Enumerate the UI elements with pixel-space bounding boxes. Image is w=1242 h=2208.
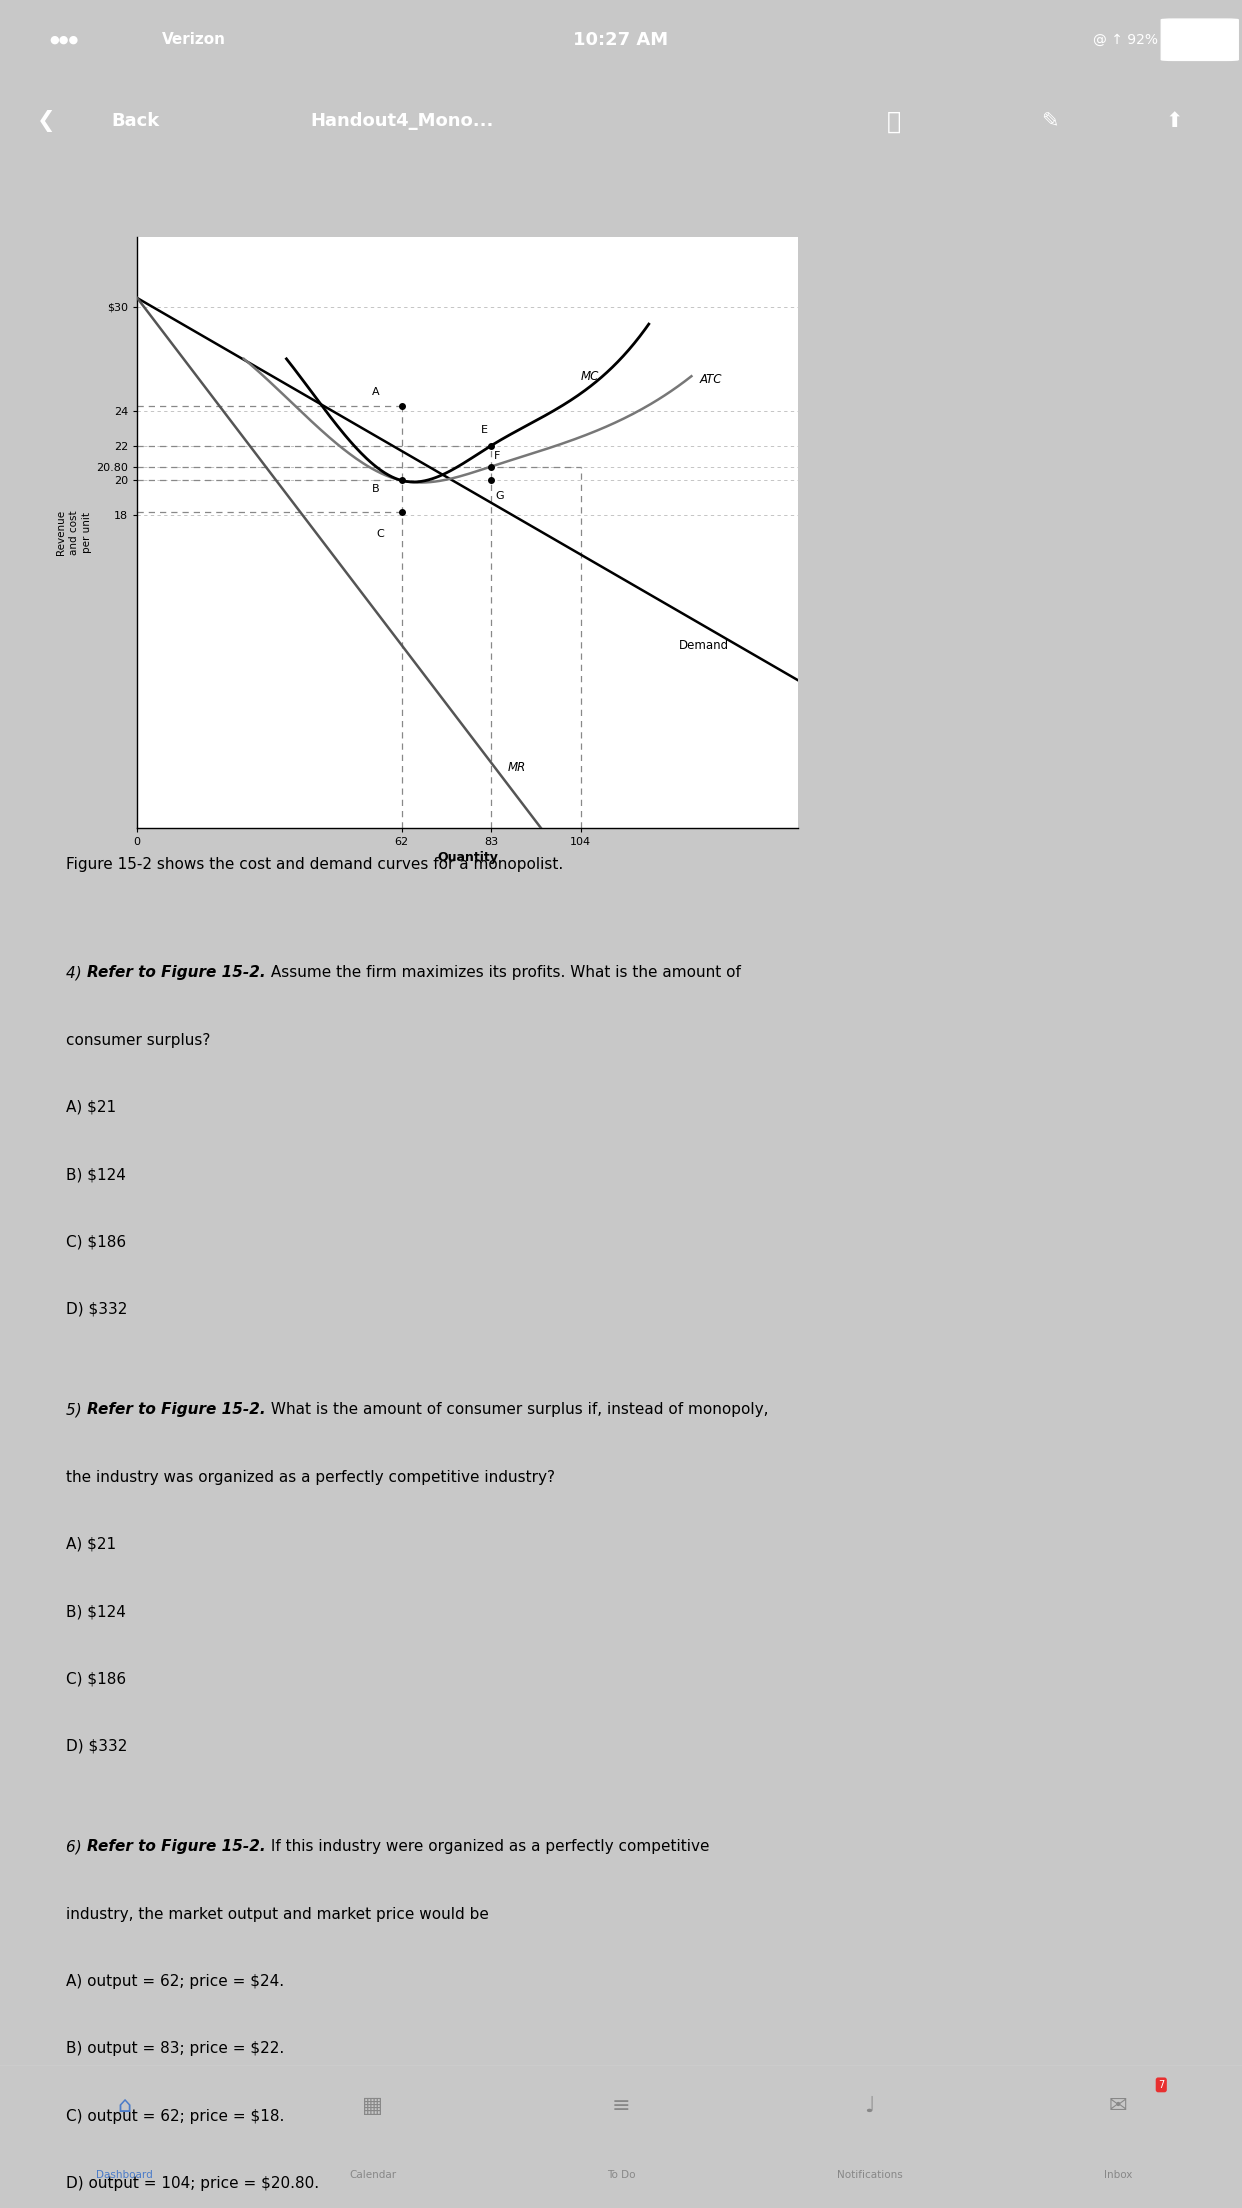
Text: B) $124: B) $124 bbox=[67, 1605, 127, 1618]
Text: ✉: ✉ bbox=[1109, 2095, 1126, 2115]
Bar bbox=[1226, 29, 1233, 49]
Text: D) output = 104; price = $20.80.: D) output = 104; price = $20.80. bbox=[67, 2177, 319, 2190]
Text: G: G bbox=[496, 490, 504, 501]
Text: B) $124: B) $124 bbox=[67, 1168, 127, 1181]
Text: 10:27 AM: 10:27 AM bbox=[574, 31, 668, 49]
Text: ●●●: ●●● bbox=[50, 35, 79, 44]
Text: Verizon: Verizon bbox=[161, 33, 226, 46]
Text: D) $332: D) $332 bbox=[67, 1740, 128, 1753]
Text: @ ↑ 92%: @ ↑ 92% bbox=[1093, 33, 1158, 46]
Text: Dashboard: Dashboard bbox=[96, 2170, 153, 2179]
Text: Notifications: Notifications bbox=[837, 2170, 902, 2179]
Text: 5): 5) bbox=[67, 1402, 87, 1418]
Text: D) $332: D) $332 bbox=[67, 1303, 128, 1316]
Text: ATC: ATC bbox=[700, 373, 723, 386]
Text: A) $21: A) $21 bbox=[67, 1537, 117, 1552]
Text: 7: 7 bbox=[1158, 2080, 1165, 2091]
Text: Figure 15-2 shows the cost and demand curves for a monopolist.: Figure 15-2 shows the cost and demand cu… bbox=[67, 857, 564, 872]
Text: C: C bbox=[376, 530, 384, 539]
Text: ❮: ❮ bbox=[37, 110, 56, 132]
Text: C) $186: C) $186 bbox=[67, 1234, 127, 1250]
Text: Handout4_Mono...: Handout4_Mono... bbox=[310, 113, 494, 130]
Text: ✎: ✎ bbox=[1041, 110, 1058, 132]
Text: A) output = 62; price = $24.: A) output = 62; price = $24. bbox=[67, 1974, 284, 1989]
Text: consumer surplus?: consumer surplus? bbox=[67, 1033, 211, 1047]
FancyBboxPatch shape bbox=[1161, 20, 1238, 60]
Text: Back: Back bbox=[112, 113, 160, 130]
Text: industry, the market output and market price would be: industry, the market output and market p… bbox=[67, 1908, 489, 1921]
Text: Calendar: Calendar bbox=[349, 2170, 396, 2179]
Text: MC: MC bbox=[580, 369, 599, 382]
Text: Assume the firm maximizes its profits. What is the amount of: Assume the firm maximizes its profits. W… bbox=[266, 965, 740, 980]
Text: the industry was organized as a perfectly competitive industry?: the industry was organized as a perfectl… bbox=[67, 1471, 555, 1484]
Text: Refer to Figure 15-2.: Refer to Figure 15-2. bbox=[87, 965, 266, 980]
Text: ≡: ≡ bbox=[612, 2095, 630, 2115]
Text: 4): 4) bbox=[67, 965, 87, 980]
Text: C) $186: C) $186 bbox=[67, 1671, 127, 1687]
Text: B) output = 83; price = $22.: B) output = 83; price = $22. bbox=[67, 2042, 284, 2056]
Text: MR: MR bbox=[508, 760, 527, 773]
Text: 6): 6) bbox=[67, 1839, 87, 1855]
Text: F: F bbox=[494, 450, 501, 461]
Text: B: B bbox=[373, 484, 380, 495]
Text: Refer to Figure 15-2.: Refer to Figure 15-2. bbox=[87, 1839, 266, 1855]
Text: ⌕: ⌕ bbox=[887, 110, 902, 132]
Text: A) $21: A) $21 bbox=[67, 1100, 117, 1115]
X-axis label: Quantity: Quantity bbox=[437, 850, 498, 863]
Text: C) output = 62; price = $18.: C) output = 62; price = $18. bbox=[67, 2109, 284, 2124]
Text: ♩: ♩ bbox=[864, 2095, 874, 2115]
Text: Inbox: Inbox bbox=[1104, 2170, 1131, 2179]
Text: Demand: Demand bbox=[678, 638, 729, 651]
Text: Refer to Figure 15-2.: Refer to Figure 15-2. bbox=[87, 1402, 266, 1418]
Text: To Do: To Do bbox=[607, 2170, 635, 2179]
Text: ⬆: ⬆ bbox=[1165, 110, 1182, 132]
Text: What is the amount of consumer surplus if, instead of monopoly,: What is the amount of consumer surplus i… bbox=[266, 1402, 769, 1418]
Y-axis label: Revenue
and cost
per unit: Revenue and cost per unit bbox=[56, 510, 92, 554]
Text: If this industry were organized as a perfectly competitive: If this industry were organized as a per… bbox=[266, 1839, 709, 1855]
Text: ▦: ▦ bbox=[363, 2095, 383, 2115]
Text: ⌂: ⌂ bbox=[117, 2095, 132, 2115]
Text: A: A bbox=[373, 386, 380, 397]
Text: E: E bbox=[481, 426, 488, 435]
